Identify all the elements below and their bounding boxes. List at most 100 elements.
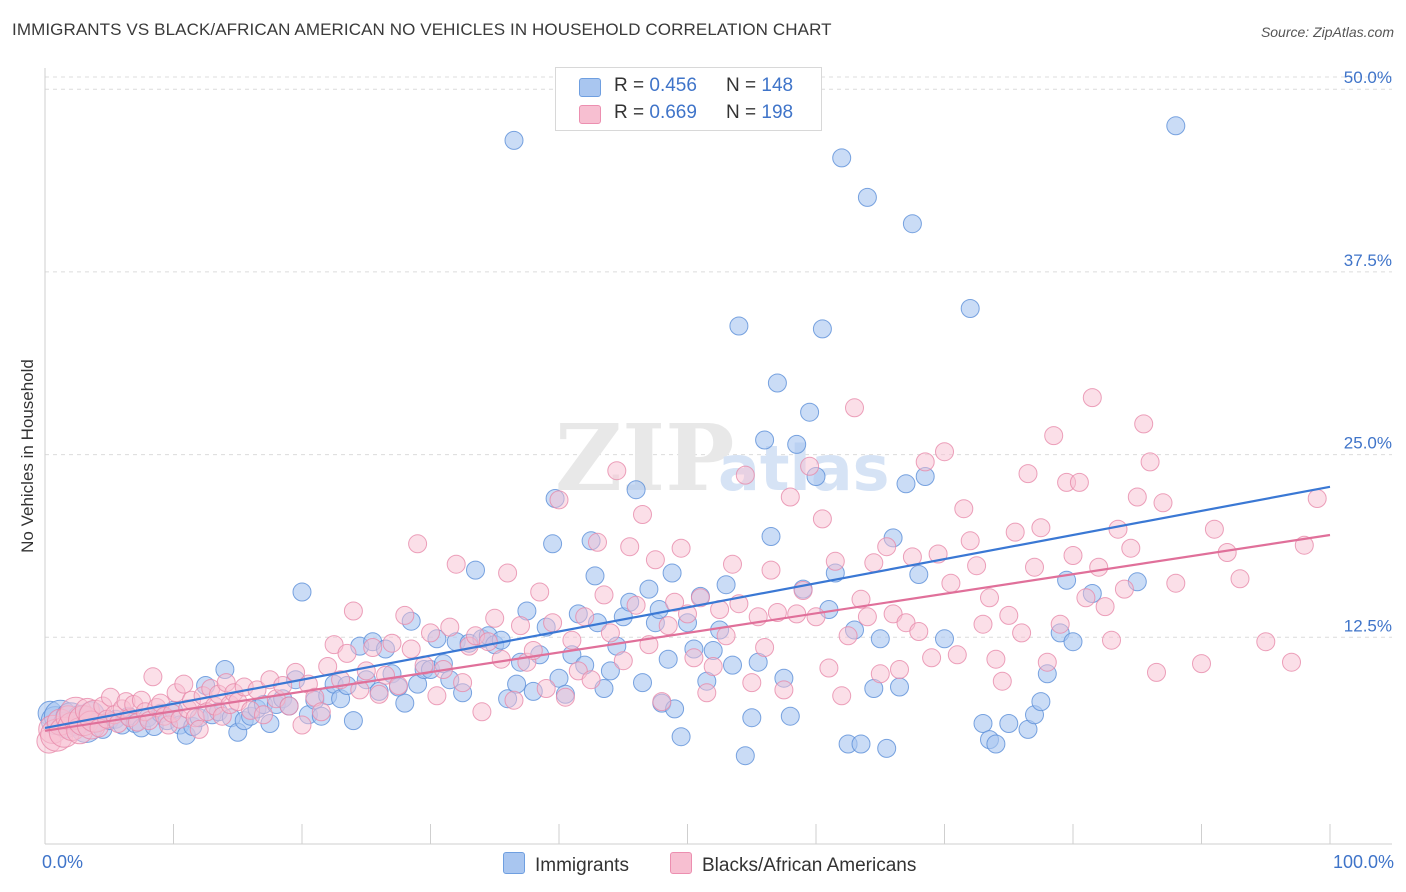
data-point[interactable] xyxy=(395,693,415,713)
data-point[interactable] xyxy=(941,573,961,593)
data-point[interactable] xyxy=(1192,654,1211,674)
data-point[interactable] xyxy=(870,629,890,649)
data-point[interactable] xyxy=(703,657,723,676)
data-point[interactable] xyxy=(1082,388,1102,408)
data-point[interactable] xyxy=(633,673,652,693)
data-point[interactable] xyxy=(401,639,421,659)
data-point[interactable] xyxy=(1025,557,1044,577)
data-point[interactable] xyxy=(909,622,929,641)
series-legend-item-immigrants[interactable]: Immigrants xyxy=(503,852,629,877)
data-point[interactable] xyxy=(1140,452,1160,472)
data-point[interactable] xyxy=(472,702,492,722)
data-point[interactable] xyxy=(143,667,163,687)
data-point[interactable] xyxy=(806,607,826,627)
data-point[interactable] xyxy=(626,595,646,615)
data-point[interactable] xyxy=(504,130,524,150)
data-point[interactable] xyxy=(845,398,864,418)
data-point[interactable] xyxy=(1089,557,1109,577)
data-point[interactable] xyxy=(600,661,620,681)
data-point[interactable] xyxy=(767,603,787,622)
data-point[interactable] xyxy=(787,434,807,454)
data-point[interactable] xyxy=(189,719,209,739)
data-point[interactable] xyxy=(812,509,832,529)
data-point[interactable] xyxy=(909,565,929,584)
data-point[interactable] xyxy=(729,316,749,336)
data-point[interactable] xyxy=(453,673,473,693)
data-point[interactable] xyxy=(662,563,682,583)
data-point[interactable] xyxy=(440,617,460,637)
data-point[interactable] xyxy=(658,649,678,669)
data-point[interactable] xyxy=(857,607,877,627)
data-point[interactable] xyxy=(1256,632,1276,652)
data-point[interactable] xyxy=(600,623,620,643)
data-point[interactable] xyxy=(543,613,563,633)
data-point[interactable] xyxy=(870,664,890,684)
data-point[interactable] xyxy=(543,534,563,554)
data-point[interactable] xyxy=(735,746,755,766)
data-point[interactable] xyxy=(812,319,832,339)
data-point[interactable] xyxy=(877,537,897,557)
data-point[interactable] xyxy=(1153,493,1173,513)
data-point[interactable] xyxy=(980,588,999,608)
data-point[interactable] xyxy=(825,551,845,571)
data-point[interactable] xyxy=(851,589,871,609)
data-point[interactable] xyxy=(1031,692,1051,712)
data-point[interactable] xyxy=(607,461,627,481)
data-point[interactable] xyxy=(408,534,428,554)
data-point[interactable] xyxy=(922,648,942,668)
data-point[interactable] xyxy=(742,673,762,693)
data-point[interactable] xyxy=(1018,464,1038,484)
data-point[interactable] xyxy=(767,373,787,393)
data-point[interactable] xyxy=(633,505,652,524)
data-point[interactable] xyxy=(485,608,505,628)
data-point[interactable] xyxy=(1063,632,1083,652)
data-point[interactable] xyxy=(1108,519,1128,539)
data-point[interactable] xyxy=(902,214,922,234)
data-point[interactable] xyxy=(1063,546,1083,565)
data-point[interactable] xyxy=(671,727,691,747)
data-point[interactable] xyxy=(549,668,569,688)
data-point[interactable] xyxy=(1166,573,1186,593)
data-point[interactable] xyxy=(343,711,363,731)
data-point[interactable] xyxy=(832,686,852,706)
data-point[interactable] xyxy=(780,487,800,507)
data-point[interactable] xyxy=(1230,569,1250,589)
data-point[interactable] xyxy=(498,563,518,583)
data-point[interactable] xyxy=(1166,116,1186,136)
data-point[interactable] xyxy=(1121,538,1141,558)
series-legend-item-black-african-americans[interactable]: Blacks/African Americans xyxy=(670,852,916,877)
data-point[interactable] xyxy=(585,566,605,586)
data-point[interactable] xyxy=(723,554,742,574)
data-point[interactable] xyxy=(1204,519,1224,539)
data-point[interactable] xyxy=(960,531,980,551)
data-point[interactable] xyxy=(992,671,1012,691)
data-point[interactable] xyxy=(620,537,640,557)
data-point[interactable] xyxy=(780,706,800,726)
data-point[interactable] xyxy=(581,670,601,690)
data-point[interactable] xyxy=(292,715,312,735)
data-point[interactable] xyxy=(292,582,312,602)
data-point[interactable] xyxy=(174,674,194,694)
data-point[interactable] xyxy=(915,452,935,472)
data-point[interactable] xyxy=(716,575,736,595)
data-point[interactable] xyxy=(973,614,993,634)
data-point[interactable] xyxy=(388,676,408,695)
data-point[interactable] xyxy=(337,643,357,663)
data-point[interactable] xyxy=(742,708,762,728)
data-point[interactable] xyxy=(478,632,498,652)
data-point[interactable] xyxy=(935,629,954,649)
data-point[interactable] xyxy=(1044,426,1064,446)
data-point[interactable] xyxy=(896,474,916,494)
data-point[interactable] xyxy=(575,607,595,627)
data-point[interactable] xyxy=(613,651,633,671)
data-point[interactable] xyxy=(800,456,820,476)
data-point[interactable] xyxy=(761,527,781,546)
data-point[interactable] xyxy=(343,601,363,621)
data-point[interactable] xyxy=(254,705,273,725)
data-point[interactable] xyxy=(947,645,967,665)
data-point[interactable] xyxy=(504,690,524,710)
data-point[interactable] xyxy=(1012,623,1032,643)
data-point[interactable] xyxy=(1037,652,1057,672)
data-point[interactable] xyxy=(562,630,582,650)
data-point[interactable] xyxy=(1005,522,1025,542)
